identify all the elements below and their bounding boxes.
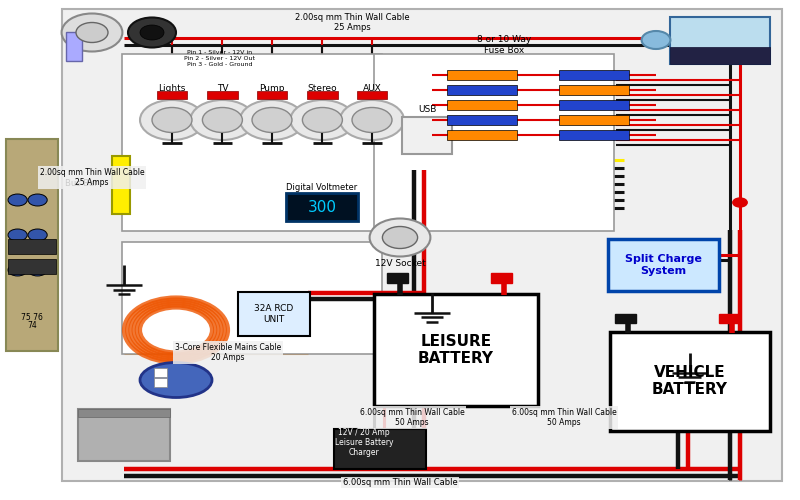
Text: Digital Voltmeter: Digital Voltmeter bbox=[286, 182, 358, 192]
Text: USB: USB bbox=[418, 106, 436, 114]
FancyBboxPatch shape bbox=[78, 409, 170, 417]
Ellipse shape bbox=[140, 362, 212, 398]
Text: Pin 1 - Silver - 12V in
Pin 2 - Silver - 12V Out
Pin 3 - Gold - Ground: Pin 1 - Silver - 12V in Pin 2 - Silver -… bbox=[184, 50, 255, 66]
Text: 32A RCD
UNIT: 32A RCD UNIT bbox=[254, 304, 294, 324]
Circle shape bbox=[28, 229, 47, 241]
Circle shape bbox=[290, 100, 354, 140]
FancyBboxPatch shape bbox=[257, 91, 287, 98]
Text: 3-Core Flexible Mains Cable
20 Amps: 3-Core Flexible Mains Cable 20 Amps bbox=[175, 343, 281, 362]
Circle shape bbox=[642, 31, 670, 49]
Text: Pump: Pump bbox=[259, 84, 285, 94]
Text: 12V / 20 Amp
Leisure Battery
Charger: 12V / 20 Amp Leisure Battery Charger bbox=[334, 428, 394, 458]
Circle shape bbox=[202, 108, 242, 132]
Circle shape bbox=[8, 194, 27, 206]
Circle shape bbox=[352, 108, 392, 132]
Text: 75 76: 75 76 bbox=[21, 313, 43, 322]
Text: AUX: AUX bbox=[362, 84, 382, 94]
Circle shape bbox=[128, 18, 176, 48]
Text: 6.00sq mm Thin Wall Cable: 6.00sq mm Thin Wall Cable bbox=[342, 478, 458, 487]
Text: 74: 74 bbox=[27, 322, 37, 330]
FancyBboxPatch shape bbox=[491, 273, 512, 282]
Circle shape bbox=[28, 264, 47, 276]
FancyBboxPatch shape bbox=[559, 130, 629, 140]
Circle shape bbox=[76, 22, 108, 42]
Text: 6.00sq mm Thin Wall Cable
50 Amps: 6.00sq mm Thin Wall Cable 50 Amps bbox=[512, 408, 616, 427]
Circle shape bbox=[340, 100, 404, 140]
FancyBboxPatch shape bbox=[286, 193, 358, 221]
FancyBboxPatch shape bbox=[447, 100, 517, 110]
FancyBboxPatch shape bbox=[615, 314, 636, 322]
FancyBboxPatch shape bbox=[157, 91, 187, 98]
Circle shape bbox=[152, 108, 192, 132]
Circle shape bbox=[8, 264, 27, 276]
Text: 2.00sq mm Thin Wall Cable
25 Amps: 2.00sq mm Thin Wall Cable 25 Amps bbox=[294, 13, 410, 32]
FancyBboxPatch shape bbox=[608, 239, 719, 291]
FancyBboxPatch shape bbox=[357, 91, 387, 98]
FancyBboxPatch shape bbox=[559, 84, 629, 94]
FancyBboxPatch shape bbox=[66, 32, 82, 61]
Text: 300: 300 bbox=[307, 200, 337, 214]
Circle shape bbox=[370, 218, 430, 256]
FancyBboxPatch shape bbox=[559, 100, 629, 110]
Circle shape bbox=[140, 25, 164, 40]
FancyBboxPatch shape bbox=[62, 9, 782, 481]
FancyBboxPatch shape bbox=[112, 156, 130, 214]
Circle shape bbox=[140, 100, 204, 140]
FancyBboxPatch shape bbox=[374, 294, 538, 406]
FancyBboxPatch shape bbox=[447, 70, 517, 80]
FancyBboxPatch shape bbox=[334, 429, 426, 469]
FancyBboxPatch shape bbox=[610, 332, 770, 431]
FancyBboxPatch shape bbox=[447, 84, 517, 94]
FancyBboxPatch shape bbox=[8, 259, 56, 274]
Circle shape bbox=[382, 226, 418, 248]
FancyBboxPatch shape bbox=[402, 116, 452, 154]
Text: 6.00sq mm Thin Wall Cable
50 Amps: 6.00sq mm Thin Wall Cable 50 Amps bbox=[360, 408, 464, 427]
FancyBboxPatch shape bbox=[117, 156, 128, 214]
Text: Bus Bar: Bus Bar bbox=[66, 180, 98, 188]
Text: LEISURE
BATTERY: LEISURE BATTERY bbox=[418, 334, 494, 366]
FancyBboxPatch shape bbox=[374, 54, 614, 231]
Circle shape bbox=[240, 100, 304, 140]
Text: VEHICLE
BATTERY: VEHICLE BATTERY bbox=[652, 365, 728, 398]
Circle shape bbox=[28, 194, 47, 206]
FancyBboxPatch shape bbox=[6, 139, 58, 351]
FancyBboxPatch shape bbox=[122, 242, 382, 354]
FancyBboxPatch shape bbox=[447, 114, 517, 124]
FancyBboxPatch shape bbox=[670, 46, 770, 64]
Text: 2.00sq mm Thin Wall Cable
25 Amps: 2.00sq mm Thin Wall Cable 25 Amps bbox=[40, 168, 144, 187]
Circle shape bbox=[190, 100, 254, 140]
Text: Stereo: Stereo bbox=[307, 84, 338, 94]
Text: 12V Socket: 12V Socket bbox=[374, 259, 426, 268]
FancyBboxPatch shape bbox=[559, 70, 629, 80]
FancyBboxPatch shape bbox=[238, 292, 310, 336]
FancyBboxPatch shape bbox=[719, 314, 740, 322]
FancyBboxPatch shape bbox=[122, 54, 382, 231]
Text: TV: TV bbox=[217, 84, 228, 94]
FancyBboxPatch shape bbox=[387, 273, 408, 282]
FancyBboxPatch shape bbox=[78, 409, 170, 461]
Circle shape bbox=[8, 229, 27, 241]
Circle shape bbox=[62, 14, 122, 52]
FancyBboxPatch shape bbox=[447, 130, 517, 140]
FancyBboxPatch shape bbox=[8, 239, 56, 254]
FancyBboxPatch shape bbox=[154, 368, 167, 377]
FancyBboxPatch shape bbox=[207, 91, 238, 98]
Text: Split Charge
System: Split Charge System bbox=[625, 254, 702, 276]
FancyBboxPatch shape bbox=[670, 16, 770, 64]
Circle shape bbox=[302, 108, 342, 132]
Text: 8 or 10 Way
Fuse Box: 8 or 10 Way Fuse Box bbox=[477, 36, 531, 54]
Circle shape bbox=[733, 198, 747, 207]
FancyBboxPatch shape bbox=[559, 114, 629, 124]
Circle shape bbox=[252, 108, 292, 132]
FancyBboxPatch shape bbox=[307, 91, 338, 98]
FancyBboxPatch shape bbox=[154, 378, 167, 387]
Text: Lights: Lights bbox=[158, 84, 186, 94]
